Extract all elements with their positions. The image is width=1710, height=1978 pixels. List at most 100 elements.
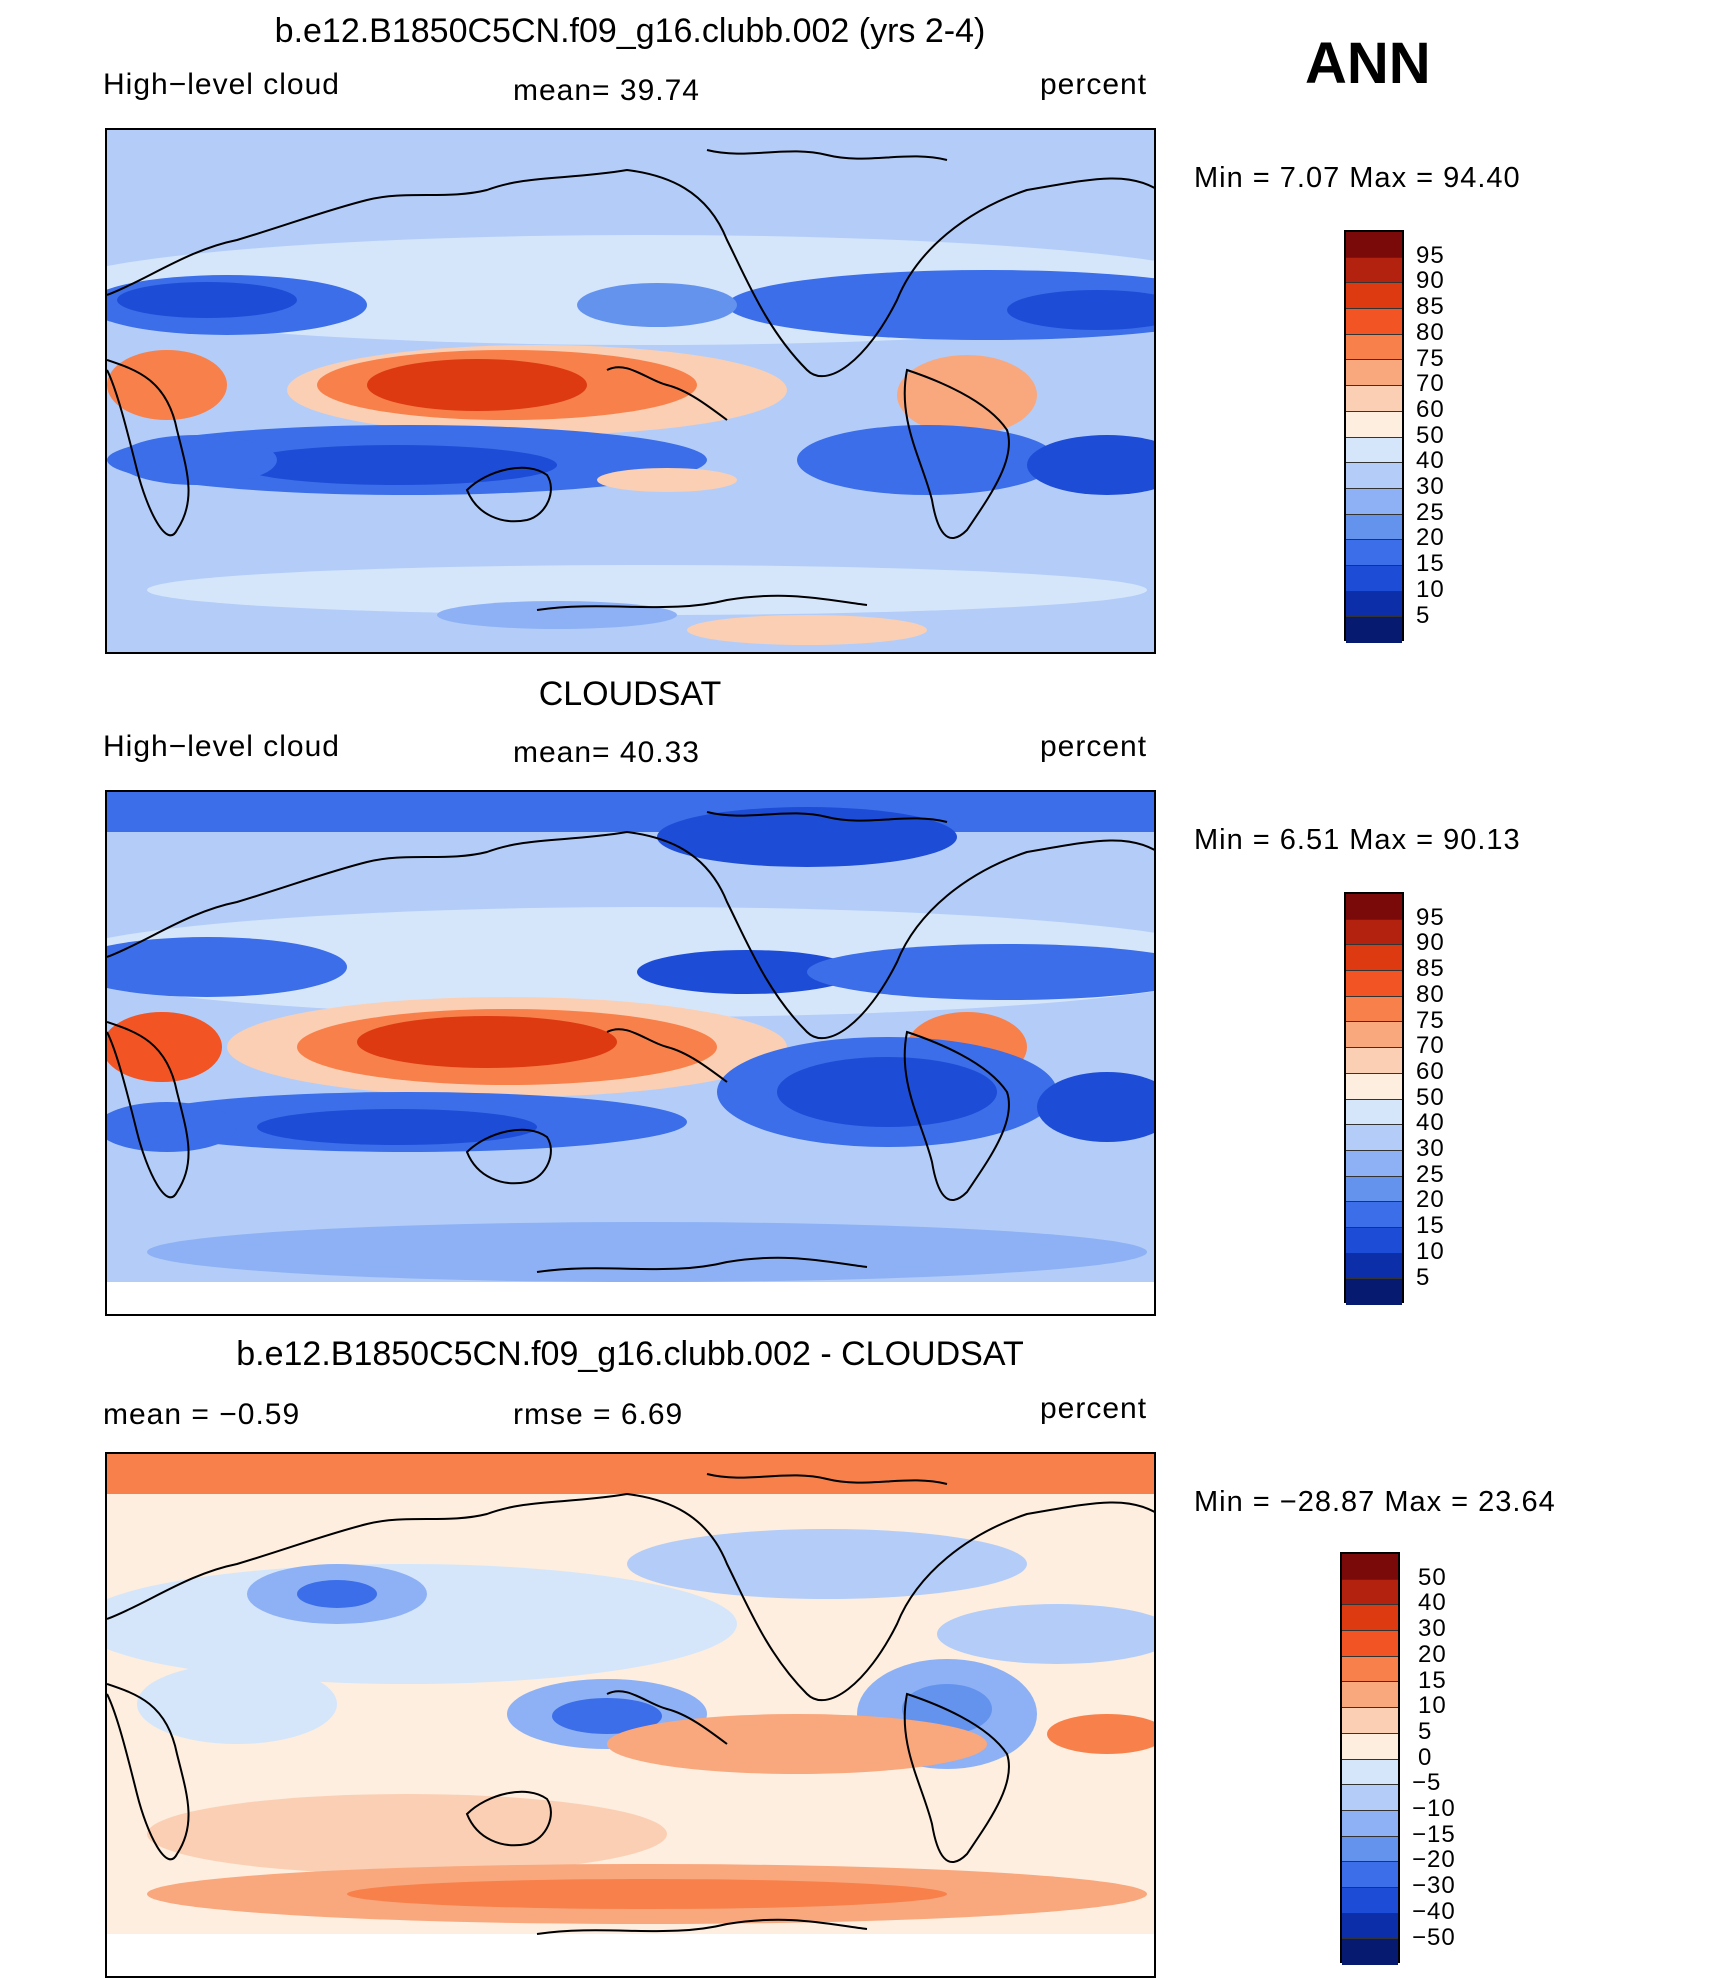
colorbar-segment xyxy=(1346,996,1402,1023)
colorbar-tick-label: 90 xyxy=(1416,929,1445,957)
colorbar-segment xyxy=(1346,1022,1402,1049)
contour-region xyxy=(437,601,677,629)
coastline xyxy=(536,594,868,611)
colorbar-segment xyxy=(1342,1913,1398,1940)
contour-region xyxy=(297,1580,377,1608)
contour-region xyxy=(107,1012,222,1082)
colorbar-segment xyxy=(1342,1579,1398,1606)
contour-region xyxy=(1007,290,1154,330)
colorbar-segment xyxy=(1342,1708,1398,1734)
colorbar-tick-label: 60 xyxy=(1416,395,1445,423)
colorbar-segment xyxy=(1342,1785,1398,1811)
colorbar-segment xyxy=(1342,1810,1398,1837)
coastline xyxy=(606,366,728,421)
colorbar-segment xyxy=(1346,1176,1402,1203)
coastline xyxy=(903,1692,1010,1864)
colorbar-segment xyxy=(1346,514,1402,541)
contour-region xyxy=(117,282,297,318)
contour-region xyxy=(347,1879,947,1909)
colorbar-box xyxy=(1344,230,1404,643)
coastline xyxy=(107,830,1154,1040)
panel2-map xyxy=(105,790,1156,1316)
colorbar-segment xyxy=(1346,283,1402,310)
colorbar-segment xyxy=(1346,919,1402,946)
panel3-map xyxy=(105,1452,1156,1978)
colorbar-segment xyxy=(1342,1862,1398,1888)
panel3-map-field xyxy=(107,1454,1154,1976)
contour-region xyxy=(577,283,737,327)
panel2-minmax: Min = 6.51 Max = 90.13 xyxy=(1194,824,1521,856)
colorbar-tick-label: 15 xyxy=(1418,1666,1447,1694)
contour-region xyxy=(137,1664,337,1744)
colorbar-segment xyxy=(1346,945,1402,972)
colorbar-segment xyxy=(1346,1227,1402,1254)
colorbar-box xyxy=(1340,1552,1400,1965)
colorbar-segment xyxy=(1346,463,1402,489)
colorbar-tick-label: 50 xyxy=(1416,421,1445,449)
colorbar-tick-label: 40 xyxy=(1416,447,1445,475)
panel2-title: CLOUDSAT xyxy=(538,675,722,713)
contour-region xyxy=(367,359,587,411)
colorbar-segment xyxy=(1346,257,1402,284)
colorbar-tick-label: 25 xyxy=(1416,1160,1445,1188)
contour-band xyxy=(107,1454,1154,1494)
colorbar-segment xyxy=(1346,1150,1402,1177)
panel3-mean-label: mean = −0.59 xyxy=(103,1398,301,1431)
coastline xyxy=(606,1690,728,1745)
colorbar-segment xyxy=(1342,1631,1398,1657)
panel1-map-field xyxy=(107,130,1154,652)
colorbar-tick-label: 40 xyxy=(1418,1589,1447,1617)
contour-region xyxy=(687,615,927,645)
panel1-units-label: percent xyxy=(1040,68,1148,101)
panel2-units-label: percent xyxy=(1040,730,1148,763)
coastline xyxy=(536,1256,868,1273)
colorbar-segment xyxy=(1346,894,1402,920)
coastline xyxy=(107,1683,190,1861)
contour-region xyxy=(637,950,857,994)
colorbar-segment xyxy=(1342,1733,1398,1760)
panel2-map-field xyxy=(107,792,1154,1314)
coastline xyxy=(465,466,552,523)
colorbar-segment xyxy=(1342,1682,1398,1709)
colorbar-segment xyxy=(1346,1048,1402,1074)
panel1-map xyxy=(105,128,1156,654)
contour-region xyxy=(257,1109,537,1145)
colorbar-tick-label: 75 xyxy=(1416,344,1445,372)
panel1-minmax: Min = 7.07 Max = 94.40 xyxy=(1194,162,1521,194)
contour-region xyxy=(552,1698,662,1734)
panel2-left-label: High−level cloud xyxy=(103,730,340,763)
contour-region xyxy=(107,937,347,997)
contour-region xyxy=(147,1794,667,1874)
colorbar-tick-label: 5 xyxy=(1416,1263,1431,1291)
colorbar-segment xyxy=(1342,1939,1398,1965)
colorbar-tick-label: −5 xyxy=(1412,1769,1442,1797)
colorbar-tick-label: 25 xyxy=(1416,498,1445,526)
colorbar-tick-label: 30 xyxy=(1418,1615,1447,1643)
colorbar-segment xyxy=(1346,617,1402,643)
colorbar-tick-label: 60 xyxy=(1416,1057,1445,1085)
contour-region xyxy=(777,1057,997,1127)
coastline xyxy=(107,359,190,537)
colorbar-tick-label: −40 xyxy=(1412,1897,1456,1925)
colorbar-tick-label: 70 xyxy=(1416,1032,1445,1060)
colorbar-segment xyxy=(1346,309,1402,335)
colorbar-tick-label: 20 xyxy=(1416,524,1445,552)
coastline xyxy=(107,168,1154,378)
colorbar-tick-label: 20 xyxy=(1416,1186,1445,1214)
contour-region xyxy=(797,425,1057,495)
panel1-left-label: High−level cloud xyxy=(103,68,340,101)
contour-region xyxy=(107,1564,737,1684)
panel3-rmse-label: rmse = 6.69 xyxy=(513,1398,684,1431)
contour-band xyxy=(107,792,1154,832)
colorbar-segment xyxy=(1346,1073,1402,1100)
coastline xyxy=(706,149,948,161)
colorbar-segment xyxy=(1346,1099,1402,1126)
colorbar-segment xyxy=(1346,565,1402,592)
colorbar-segment xyxy=(1342,1759,1398,1786)
colorbar-tick-label: 75 xyxy=(1416,1006,1445,1034)
panel3-title: b.e12.B1850C5CN.f09_g16.clubb.002 - CLOU… xyxy=(236,1335,1024,1373)
colorbar-segment xyxy=(1346,971,1402,997)
contour-region xyxy=(1047,1714,1154,1754)
colorbar-tick-label: 50 xyxy=(1418,1563,1447,1591)
colorbar-tick-label: 70 xyxy=(1416,370,1445,398)
